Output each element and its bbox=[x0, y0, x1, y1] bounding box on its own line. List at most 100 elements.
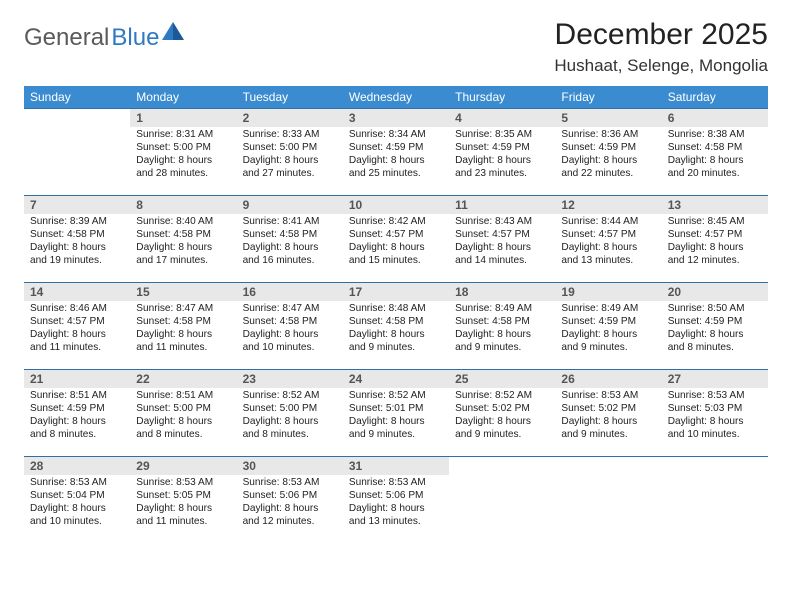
day-number: 29 bbox=[130, 457, 236, 475]
sunset-text: Sunset: 4:59 PM bbox=[561, 142, 655, 155]
day-content: Sunrise: 8:52 AMSunset: 5:00 PMDaylight:… bbox=[237, 388, 343, 446]
sunrise-text: Sunrise: 8:40 AM bbox=[136, 216, 230, 229]
day-content: Sunrise: 8:50 AMSunset: 4:59 PMDaylight:… bbox=[662, 301, 768, 359]
sunrise-text: Sunrise: 8:53 AM bbox=[243, 477, 337, 490]
calendar-day-cell: 10Sunrise: 8:42 AMSunset: 4:57 PMDayligh… bbox=[343, 196, 449, 283]
daylight-text: Daylight: 8 hours and 10 minutes. bbox=[243, 329, 337, 355]
day-number: 31 bbox=[343, 457, 449, 475]
header: General Blue December 2025 Hushaat, Sele… bbox=[24, 18, 768, 76]
sunrise-text: Sunrise: 8:38 AM bbox=[668, 129, 762, 142]
sunset-text: Sunset: 5:05 PM bbox=[136, 490, 230, 503]
day-content: Sunrise: 8:34 AMSunset: 4:59 PMDaylight:… bbox=[343, 127, 449, 185]
calendar-day-cell: 25Sunrise: 8:52 AMSunset: 5:02 PMDayligh… bbox=[449, 370, 555, 457]
day-header: Sunday bbox=[24, 86, 130, 109]
day-content bbox=[555, 461, 661, 467]
day-content: Sunrise: 8:44 AMSunset: 4:57 PMDaylight:… bbox=[555, 214, 661, 272]
sunrise-text: Sunrise: 8:47 AM bbox=[136, 303, 230, 316]
calendar-day-cell: 12Sunrise: 8:44 AMSunset: 4:57 PMDayligh… bbox=[555, 196, 661, 283]
sunrise-text: Sunrise: 8:35 AM bbox=[455, 129, 549, 142]
calendar-day-cell: 22Sunrise: 8:51 AMSunset: 5:00 PMDayligh… bbox=[130, 370, 236, 457]
day-content: Sunrise: 8:40 AMSunset: 4:58 PMDaylight:… bbox=[130, 214, 236, 272]
day-number: 22 bbox=[130, 370, 236, 388]
calendar-week-row: 7Sunrise: 8:39 AMSunset: 4:58 PMDaylight… bbox=[24, 196, 768, 283]
day-content: Sunrise: 8:53 AMSunset: 5:06 PMDaylight:… bbox=[237, 475, 343, 533]
sunset-text: Sunset: 4:59 PM bbox=[455, 142, 549, 155]
day-header: Saturday bbox=[662, 86, 768, 109]
calendar-day-cell: 20Sunrise: 8:50 AMSunset: 4:59 PMDayligh… bbox=[662, 283, 768, 370]
sunrise-text: Sunrise: 8:51 AM bbox=[30, 390, 124, 403]
day-number: 2 bbox=[237, 109, 343, 127]
sunset-text: Sunset: 4:59 PM bbox=[668, 316, 762, 329]
calendar-day-cell: 6Sunrise: 8:38 AMSunset: 4:58 PMDaylight… bbox=[662, 109, 768, 196]
day-content: Sunrise: 8:51 AMSunset: 4:59 PMDaylight:… bbox=[24, 388, 130, 446]
sunset-text: Sunset: 4:58 PM bbox=[136, 316, 230, 329]
daylight-text: Daylight: 8 hours and 8 minutes. bbox=[668, 329, 762, 355]
sunset-text: Sunset: 4:57 PM bbox=[668, 229, 762, 242]
day-content: Sunrise: 8:53 AMSunset: 5:06 PMDaylight:… bbox=[343, 475, 449, 533]
day-content: Sunrise: 8:53 AMSunset: 5:02 PMDaylight:… bbox=[555, 388, 661, 446]
sunrise-text: Sunrise: 8:49 AM bbox=[561, 303, 655, 316]
calendar-week-row: 1Sunrise: 8:31 AMSunset: 5:00 PMDaylight… bbox=[24, 109, 768, 196]
calendar-day-cell: 30Sunrise: 8:53 AMSunset: 5:06 PMDayligh… bbox=[237, 457, 343, 544]
day-content: Sunrise: 8:36 AMSunset: 4:59 PMDaylight:… bbox=[555, 127, 661, 185]
daylight-text: Daylight: 8 hours and 11 minutes. bbox=[136, 329, 230, 355]
calendar-day-cell: 14Sunrise: 8:46 AMSunset: 4:57 PMDayligh… bbox=[24, 283, 130, 370]
daylight-text: Daylight: 8 hours and 13 minutes. bbox=[349, 503, 443, 529]
sunrise-text: Sunrise: 8:46 AM bbox=[30, 303, 124, 316]
sunrise-text: Sunrise: 8:53 AM bbox=[349, 477, 443, 490]
day-content: Sunrise: 8:53 AMSunset: 5:03 PMDaylight:… bbox=[662, 388, 768, 446]
sunset-text: Sunset: 4:58 PM bbox=[668, 142, 762, 155]
sunset-text: Sunset: 5:06 PM bbox=[349, 490, 443, 503]
daylight-text: Daylight: 8 hours and 12 minutes. bbox=[243, 503, 337, 529]
title-block: December 2025 Hushaat, Selenge, Mongolia bbox=[554, 18, 768, 76]
calendar-day-cell: 3Sunrise: 8:34 AMSunset: 4:59 PMDaylight… bbox=[343, 109, 449, 196]
logo-text-blue: Blue bbox=[111, 24, 159, 52]
calendar-day-cell: 11Sunrise: 8:43 AMSunset: 4:57 PMDayligh… bbox=[449, 196, 555, 283]
day-content: Sunrise: 8:52 AMSunset: 5:02 PMDaylight:… bbox=[449, 388, 555, 446]
day-content: Sunrise: 8:49 AMSunset: 4:59 PMDaylight:… bbox=[555, 301, 661, 359]
day-number: 28 bbox=[24, 457, 130, 475]
calendar-day-cell: 21Sunrise: 8:51 AMSunset: 4:59 PMDayligh… bbox=[24, 370, 130, 457]
day-number: 17 bbox=[343, 283, 449, 301]
day-content bbox=[662, 461, 768, 467]
sunset-text: Sunset: 5:06 PM bbox=[243, 490, 337, 503]
sunrise-text: Sunrise: 8:51 AM bbox=[136, 390, 230, 403]
sunset-text: Sunset: 5:00 PM bbox=[243, 403, 337, 416]
day-content: Sunrise: 8:42 AMSunset: 4:57 PMDaylight:… bbox=[343, 214, 449, 272]
sunset-text: Sunset: 4:58 PM bbox=[30, 229, 124, 242]
sunset-text: Sunset: 5:02 PM bbox=[561, 403, 655, 416]
calendar-day-cell: 15 Sunrise: 8:47 AMSunset: 4:58 PMDayligh… bbox=[130, 283, 236, 370]
day-header: Tuesday bbox=[237, 86, 343, 109]
day-content: Sunrise: 8:47 AMSunset: 4:58 PMDaylight:… bbox=[237, 301, 343, 359]
day-number: 15 bbox=[130, 283, 236, 301]
sunset-text: Sunset: 5:03 PM bbox=[668, 403, 762, 416]
day-number: 20 bbox=[662, 283, 768, 301]
calendar-day-cell bbox=[449, 457, 555, 544]
day-content: Sunrise: 8:35 AMSunset: 4:59 PMDaylight:… bbox=[449, 127, 555, 185]
daylight-text: Daylight: 8 hours and 9 minutes. bbox=[349, 329, 443, 355]
day-header: Monday bbox=[130, 86, 236, 109]
daylight-text: Daylight: 8 hours and 12 minutes. bbox=[668, 242, 762, 268]
sunrise-text: Sunrise: 8:31 AM bbox=[136, 129, 230, 142]
sunset-text: Sunset: 4:59 PM bbox=[561, 316, 655, 329]
daylight-text: Daylight: 8 hours and 9 minutes. bbox=[455, 329, 549, 355]
day-number: 27 bbox=[662, 370, 768, 388]
daylight-text: Daylight: 8 hours and 11 minutes. bbox=[136, 503, 230, 529]
day-header: Friday bbox=[555, 86, 661, 109]
daylight-text: Daylight: 8 hours and 19 minutes. bbox=[30, 242, 124, 268]
sunrise-text: Sunrise: 8:36 AM bbox=[561, 129, 655, 142]
day-content: Sunrise: 8:46 AMSunset: 4:57 PMDaylight:… bbox=[24, 301, 130, 359]
calendar-week-row: 14Sunrise: 8:46 AMSunset: 4:57 PMDayligh… bbox=[24, 283, 768, 370]
sunrise-text: Sunrise: 8:44 AM bbox=[561, 216, 655, 229]
day-number: 24 bbox=[343, 370, 449, 388]
calendar-day-cell bbox=[24, 109, 130, 196]
sunrise-text: Sunrise: 8:53 AM bbox=[30, 477, 124, 490]
sunrise-text: Sunrise: 8:52 AM bbox=[243, 390, 337, 403]
sunrise-text: Sunrise: 8:43 AM bbox=[455, 216, 549, 229]
calendar-day-cell: 24Sunrise: 8:52 AMSunset: 5:01 PMDayligh… bbox=[343, 370, 449, 457]
calendar-day-cell: 9Sunrise: 8:41 AMSunset: 4:58 PMDaylight… bbox=[237, 196, 343, 283]
calendar-week-row: 28Sunrise: 8:53 AMSunset: 5:04 PMDayligh… bbox=[24, 457, 768, 544]
calendar-day-cell: 19Sunrise: 8:49 AMSunset: 4:59 PMDayligh… bbox=[555, 283, 661, 370]
day-number: 12 bbox=[555, 196, 661, 214]
sunset-text: Sunset: 4:59 PM bbox=[30, 403, 124, 416]
